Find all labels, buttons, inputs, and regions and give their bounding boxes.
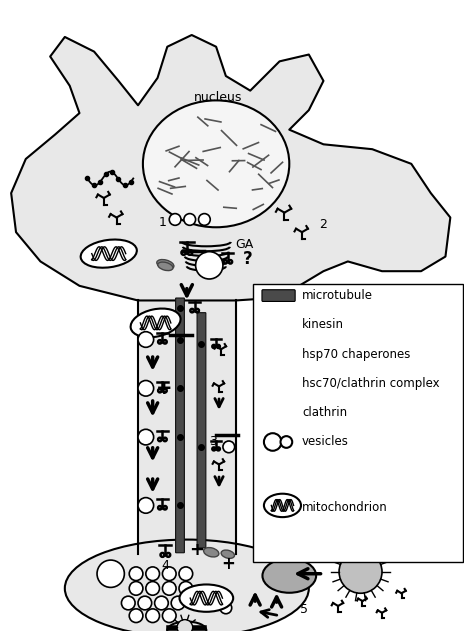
- Circle shape: [223, 441, 235, 452]
- Circle shape: [169, 213, 181, 226]
- Circle shape: [171, 596, 185, 610]
- Circle shape: [228, 260, 232, 263]
- Polygon shape: [11, 35, 450, 300]
- Ellipse shape: [81, 240, 137, 268]
- Ellipse shape: [157, 259, 174, 269]
- Circle shape: [129, 567, 143, 581]
- Text: ?: ?: [243, 250, 252, 268]
- Circle shape: [158, 438, 162, 441]
- Circle shape: [177, 620, 192, 635]
- Circle shape: [199, 213, 210, 226]
- Circle shape: [166, 553, 170, 557]
- Text: vesicles: vesicles: [302, 436, 349, 449]
- Circle shape: [163, 567, 176, 581]
- Circle shape: [224, 260, 227, 263]
- Ellipse shape: [131, 309, 181, 337]
- Circle shape: [188, 250, 192, 255]
- Text: clathrin: clathrin: [302, 406, 347, 419]
- Circle shape: [163, 506, 167, 509]
- Circle shape: [158, 340, 162, 344]
- Text: mitochondrion: mitochondrion: [302, 501, 388, 514]
- Ellipse shape: [158, 262, 173, 270]
- Ellipse shape: [180, 585, 233, 612]
- Circle shape: [129, 609, 143, 622]
- Text: hsc70/clathrin complex: hsc70/clathrin complex: [302, 377, 439, 390]
- Circle shape: [163, 389, 167, 392]
- Text: GA: GA: [236, 238, 254, 251]
- Text: +: +: [189, 541, 204, 559]
- Circle shape: [138, 498, 154, 513]
- Text: microtubule: microtubule: [302, 289, 373, 302]
- Ellipse shape: [143, 100, 289, 227]
- Circle shape: [195, 309, 199, 312]
- Circle shape: [217, 345, 220, 348]
- Circle shape: [179, 581, 192, 595]
- Text: 2: 2: [319, 218, 328, 231]
- Circle shape: [212, 345, 215, 348]
- Circle shape: [273, 325, 278, 330]
- Circle shape: [129, 581, 143, 595]
- Circle shape: [280, 325, 283, 330]
- Circle shape: [146, 581, 159, 595]
- Circle shape: [158, 506, 162, 509]
- Ellipse shape: [204, 548, 219, 557]
- Circle shape: [121, 596, 135, 610]
- Text: 3: 3: [209, 436, 217, 449]
- Circle shape: [155, 596, 168, 610]
- Text: +: +: [221, 555, 235, 573]
- Circle shape: [220, 602, 232, 613]
- Circle shape: [264, 433, 282, 450]
- Circle shape: [138, 380, 154, 396]
- Circle shape: [212, 447, 215, 450]
- Circle shape: [163, 581, 176, 595]
- Text: kinesin: kinesin: [302, 318, 344, 332]
- Text: 1: 1: [158, 216, 166, 229]
- Circle shape: [138, 596, 152, 610]
- Circle shape: [339, 550, 382, 593]
- Polygon shape: [138, 300, 236, 554]
- FancyBboxPatch shape: [253, 284, 463, 562]
- Ellipse shape: [221, 550, 235, 558]
- FancyBboxPatch shape: [175, 298, 184, 553]
- Circle shape: [163, 609, 176, 622]
- Circle shape: [191, 309, 194, 312]
- Text: +: +: [156, 379, 173, 398]
- Text: 4: 4: [162, 559, 169, 573]
- Ellipse shape: [263, 558, 316, 593]
- Ellipse shape: [65, 539, 309, 637]
- Text: hsp70 chaperones: hsp70 chaperones: [302, 348, 410, 360]
- Circle shape: [146, 609, 159, 622]
- Circle shape: [163, 438, 167, 441]
- Circle shape: [196, 252, 223, 279]
- FancyBboxPatch shape: [262, 289, 295, 302]
- Circle shape: [158, 389, 162, 392]
- Circle shape: [138, 429, 154, 445]
- Circle shape: [217, 447, 220, 450]
- Circle shape: [138, 332, 154, 348]
- Text: nucleus: nucleus: [194, 91, 242, 104]
- Circle shape: [281, 436, 292, 448]
- Circle shape: [146, 567, 159, 581]
- Circle shape: [163, 340, 167, 344]
- FancyBboxPatch shape: [197, 312, 206, 548]
- Circle shape: [182, 250, 186, 255]
- Ellipse shape: [167, 622, 206, 639]
- Ellipse shape: [264, 494, 301, 517]
- Circle shape: [179, 567, 192, 581]
- Circle shape: [184, 213, 196, 226]
- Circle shape: [161, 553, 164, 557]
- Ellipse shape: [268, 348, 289, 360]
- Text: 5: 5: [300, 603, 308, 617]
- Circle shape: [97, 560, 124, 587]
